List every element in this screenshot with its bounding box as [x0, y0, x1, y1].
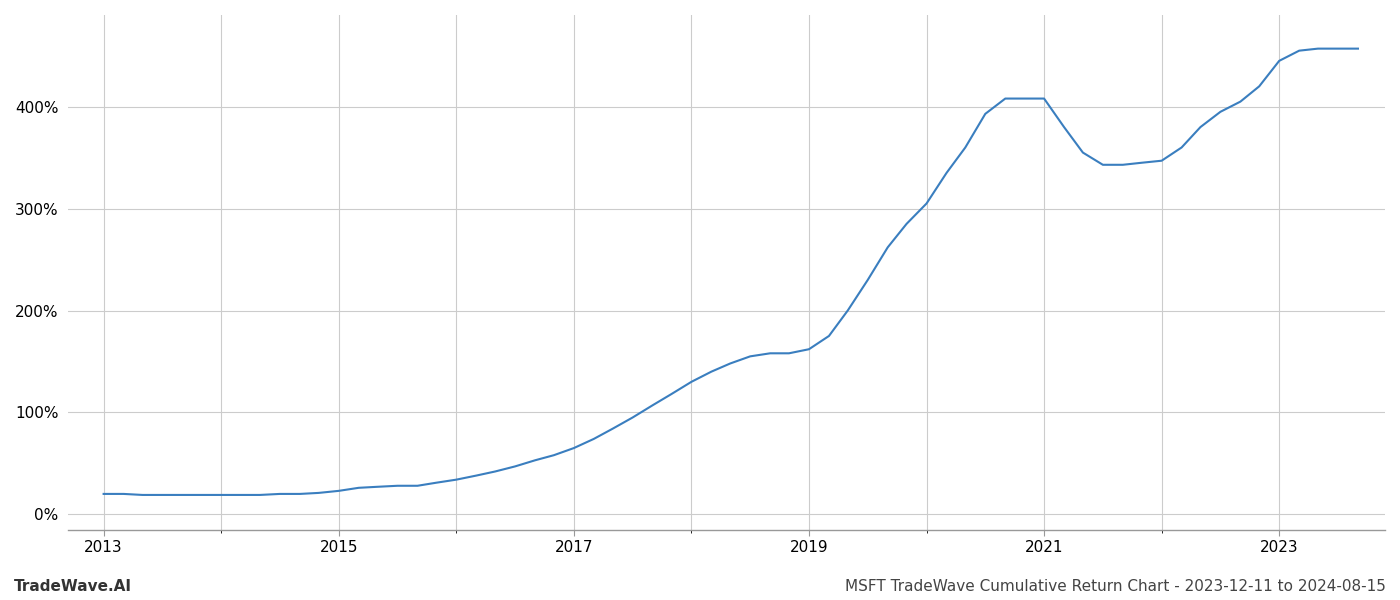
Text: MSFT TradeWave Cumulative Return Chart - 2023-12-11 to 2024-08-15: MSFT TradeWave Cumulative Return Chart -…: [846, 579, 1386, 594]
Text: TradeWave.AI: TradeWave.AI: [14, 579, 132, 594]
